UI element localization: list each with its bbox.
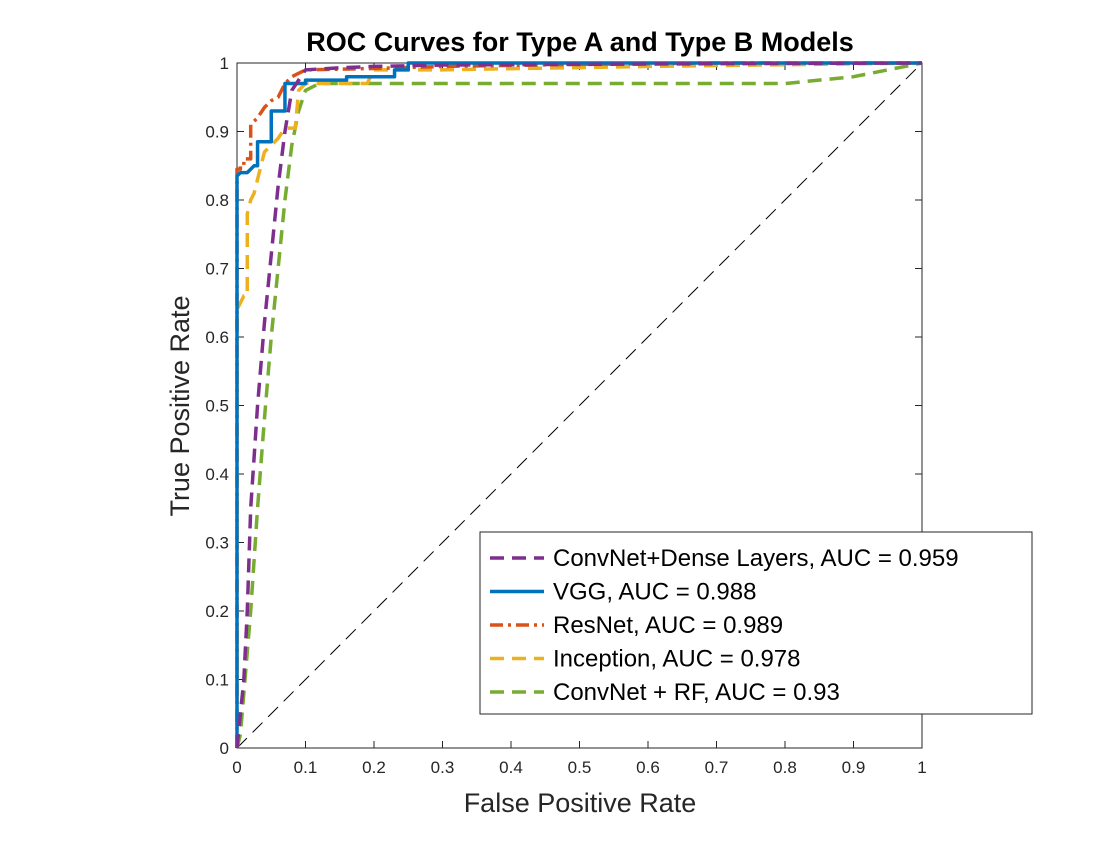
y-tick-label: 0.1	[205, 671, 229, 690]
legend-entry-label: ResNet, AUC = 0.989	[553, 612, 783, 639]
legend-entry-label: VGG, AUC = 0.988	[553, 579, 756, 606]
reference-diagonal-line	[236, 62, 923, 749]
y-tick-label: 0.2	[205, 602, 229, 621]
series-line-1	[235, 61, 923, 749]
y-tick-label: 1	[220, 54, 229, 73]
series-lines	[235, 61, 923, 749]
series-line-2	[235, 61, 922, 748]
y-tick-label: 0.8	[205, 191, 229, 210]
y-tick-label: 0.3	[205, 534, 229, 553]
y-tick-label: 0.5	[205, 397, 229, 416]
y-tick-label: 0	[220, 739, 229, 758]
series-line-3	[235, 61, 922, 748]
x-tick-label: 0.9	[842, 758, 866, 777]
axes: 0 0.1 0.2 0.3 0.4 0.5 0.6 0.7 0.8 0.9 1 0 0.1 0.2 0.3 0…	[205, 54, 926, 777]
legend: ConvNet+Dense Layers, AUC = 0.959 VGG, AU…	[479, 531, 1033, 715]
legend-box	[479, 531, 1033, 715]
x-tick-label: 0.2	[362, 758, 386, 777]
x-tick-label: 0.1	[294, 758, 318, 777]
x-tick-label: 0.8	[773, 758, 797, 777]
x-tick-label: 0.5	[568, 758, 592, 777]
x-tick-label: 0.3	[431, 758, 455, 777]
y-tick-label: 0.4	[205, 465, 229, 484]
legend-entry-label: ConvNet+Dense Layers, AUC = 0.959	[553, 545, 959, 572]
series-line-5	[235, 61, 923, 749]
y-axis-label: True Positive Rate	[165, 295, 195, 516]
x-tick-label: 0	[232, 758, 241, 777]
x-tick-label: 0.6	[636, 758, 660, 777]
legend-entry-label: Inception, AUC = 0.978	[553, 646, 801, 673]
x-tick-label: 0.4	[499, 758, 523, 777]
series-line-4	[235, 61, 923, 748]
x-axis-label: False Positive Rate	[464, 788, 697, 818]
x-tick-label: 0.7	[705, 758, 729, 777]
x-tick-label: 1	[917, 758, 926, 777]
chart-title: ROC Curves for Type A and Type B Models	[306, 27, 854, 57]
y-tick-label: 0.9	[205, 123, 229, 142]
legend-entry-label: ConvNet + RF, AUC = 0.93	[553, 679, 840, 706]
y-tick-label: 0.7	[205, 260, 229, 279]
y-tick-label: 0.6	[205, 328, 229, 347]
